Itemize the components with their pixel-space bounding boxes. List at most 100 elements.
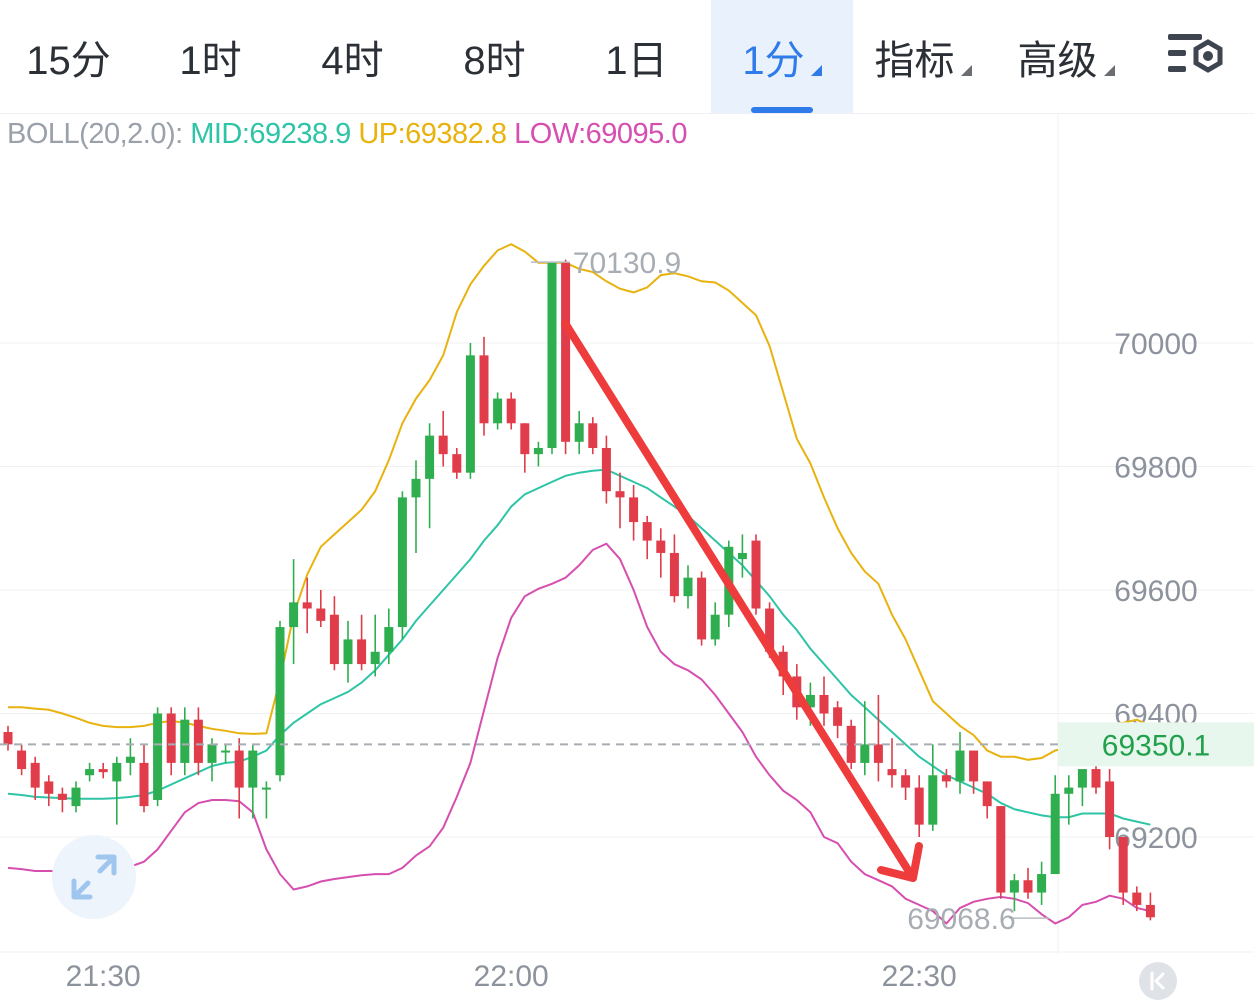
- candle-body: [1009, 880, 1019, 893]
- boll-low-value: LOW:69095.0: [514, 118, 687, 150]
- tab-4[interactable]: 1日: [568, 0, 705, 113]
- candle-body: [221, 750, 231, 753]
- candle-body: [17, 750, 27, 770]
- candle-body: [1132, 892, 1142, 905]
- y-tick-label: 69800: [1114, 452, 1197, 485]
- candle-body: [669, 552, 679, 597]
- chart-settings-icon[interactable]: [1166, 30, 1226, 80]
- scroll-to-latest-icon[interactable]: [1139, 962, 1177, 1000]
- candle-body: [520, 423, 530, 455]
- candle-body: [452, 454, 462, 473]
- candle-body: [112, 762, 122, 782]
- x-tick-label: 21:30: [66, 960, 141, 992]
- y-tick-label: 69600: [1114, 575, 1197, 608]
- candle-body: [1050, 793, 1060, 875]
- tab-label: 1分: [742, 38, 805, 83]
- tab-label: 8时: [463, 38, 526, 83]
- candle-body: [1064, 787, 1074, 794]
- candle-body: [166, 713, 176, 763]
- boll-lower-line: [7, 542, 1151, 925]
- high-marker-label: 70130.9: [573, 247, 681, 280]
- candle-body: [819, 694, 829, 714]
- candle-body: [493, 398, 503, 424]
- candle-body: [751, 540, 761, 609]
- candle-body: [85, 769, 95, 776]
- boll-mid-value: MID:69238.9: [190, 118, 351, 150]
- tab-1[interactable]: 1时: [142, 0, 279, 113]
- candle-body: [996, 806, 1006, 893]
- candle-body: [370, 651, 380, 665]
- candle-body: [44, 781, 54, 794]
- candle-body: [506, 398, 516, 424]
- candle-body: [357, 639, 367, 665]
- candle-body: [969, 750, 979, 782]
- candle-body: [71, 787, 81, 807]
- candle-body: [1023, 880, 1033, 893]
- candle-body: [574, 423, 584, 442]
- tab-5[interactable]: 1分: [711, 0, 853, 113]
- candle-body: [914, 787, 924, 825]
- candle-body: [955, 750, 965, 782]
- candle-body: [629, 497, 639, 523]
- candle-body: [1037, 874, 1047, 893]
- current-price-tag: [1058, 722, 1254, 767]
- active-tab-indicator: [751, 107, 813, 113]
- candle-body: [384, 627, 394, 652]
- candle-body: [425, 435, 435, 479]
- candle-body: [615, 491, 625, 498]
- candle-body: [982, 781, 992, 807]
- tab-label: 15分: [26, 38, 111, 83]
- candle-body: [1091, 769, 1101, 788]
- tab-3[interactable]: 8时: [426, 0, 563, 113]
- tab-label: 1日: [605, 38, 668, 83]
- candle-body: [207, 744, 217, 763]
- candle-body: [411, 478, 421, 498]
- candle-body: [465, 355, 475, 473]
- dropdown-caret-icon: [960, 65, 972, 76]
- candle-body: [901, 775, 911, 788]
- tab-6[interactable]: 指标: [853, 0, 993, 113]
- trend-arrow-head: [877, 842, 923, 882]
- candle-body: [656, 540, 666, 553]
- candle-body: [397, 497, 407, 628]
- tab-label: 4时: [321, 38, 384, 83]
- candle-body: [1118, 837, 1128, 893]
- candle-body: [329, 614, 339, 665]
- dropdown-caret-icon: [810, 65, 822, 76]
- candle-body: [125, 756, 135, 763]
- interval-toolbar: 15分 1时 4时 8时 1日 1分 指标 高级: [0, 0, 1254, 114]
- candle-body: [928, 775, 938, 825]
- expand-icon[interactable]: [52, 835, 136, 919]
- tab-0[interactable]: 15分: [0, 0, 137, 113]
- low-marker-label: 69068.6: [907, 903, 1015, 936]
- candle-body: [833, 707, 843, 726]
- candle-body: [805, 694, 815, 708]
- candle-body: [561, 262, 571, 442]
- candle-body: [860, 744, 870, 763]
- candle-body: [3, 732, 13, 745]
- candle-body: [302, 602, 312, 609]
- tab-label: 指标: [874, 38, 955, 83]
- candle-body: [438, 435, 448, 455]
- candle-body: [1105, 781, 1115, 837]
- candle-body: [343, 639, 353, 665]
- x-tick-label: 22:30: [882, 960, 957, 992]
- candle-body: [98, 769, 108, 773]
- boll-legend-label: BOLL(20,2.0):: [7, 118, 183, 150]
- candle-body: [153, 713, 163, 800]
- candle-body: [316, 608, 326, 621]
- candle-body: [737, 552, 747, 560]
- boll-mid-line: [7, 468, 1151, 826]
- boll-up-value: UP:69382.8: [358, 118, 507, 150]
- candle-body: [846, 725, 856, 763]
- tab-2[interactable]: 4时: [284, 0, 421, 113]
- candle-body: [887, 769, 897, 776]
- candle-body: [1145, 904, 1155, 918]
- tab-7[interactable]: 高级: [996, 0, 1136, 113]
- candle-body: [139, 762, 149, 807]
- candle-body: [547, 262, 557, 448]
- candle-body: [588, 423, 598, 448]
- dropdown-caret-icon: [1103, 65, 1115, 76]
- boll-upper-line: [8, 243, 1151, 761]
